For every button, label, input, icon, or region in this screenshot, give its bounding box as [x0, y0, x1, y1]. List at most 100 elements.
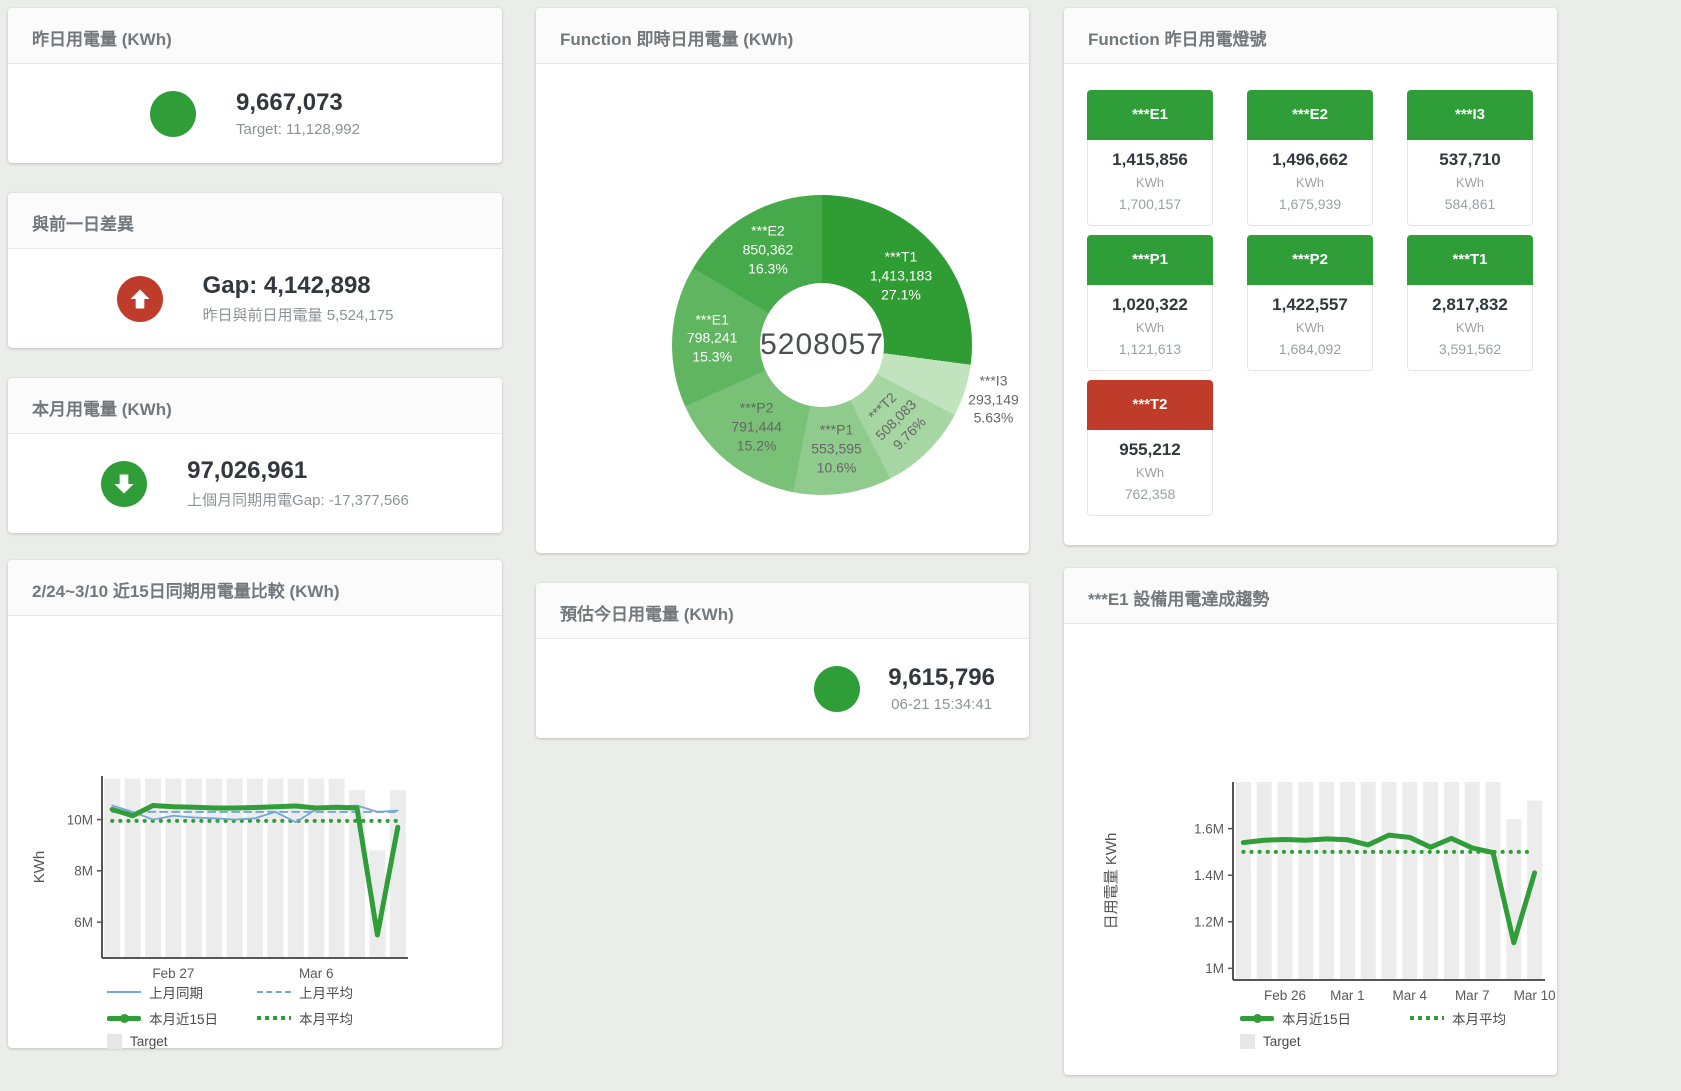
y-tick-label: 10M	[67, 812, 93, 827]
card-title: Function 昨日用電燈號	[1064, 8, 1557, 64]
donut-slice-label: ***I3 293,149 5.63%	[968, 372, 1019, 427]
legend-thick-green-icon	[107, 1013, 141, 1023]
x-tick-label: Feb 26	[1264, 988, 1306, 1003]
target-bar	[1235, 782, 1251, 980]
light-tile-unit: KWh	[1455, 175, 1485, 190]
stat-value: 9,667,073	[236, 89, 343, 117]
target-bar	[226, 778, 243, 958]
card-realtime-donut: Function 即時日用電量 (KWh) 5208057 ***T1 1,413…	[536, 8, 1029, 553]
legend-dot-green-icon	[1410, 1016, 1444, 1020]
down-arrow-icon	[101, 460, 148, 507]
light-tile-status: ***E1	[1087, 90, 1213, 140]
legend-label: 上月同期	[149, 986, 203, 1001]
donut-slice-label: ***P2 791,444 15.2%	[731, 399, 782, 454]
legend-label: Target	[130, 1034, 168, 1049]
light-tile-status: ***T2	[1087, 380, 1213, 430]
x-tick-label: Mar 10	[1514, 988, 1556, 1003]
stat-value: 9,615,796	[888, 664, 995, 692]
green-status-circle-icon	[814, 665, 861, 712]
legend-item[interactable]: 本月平均	[1410, 1008, 1506, 1028]
target-bar	[1360, 782, 1376, 980]
target-bar	[1527, 800, 1543, 980]
legend-item[interactable]: Target	[1240, 1034, 1301, 1049]
legend-line-blue-icon	[107, 991, 141, 993]
stat-subtitle: 06-21 15:34:41	[891, 695, 993, 713]
target-bar	[1256, 782, 1272, 980]
x-tick-label: Mar 7	[1455, 988, 1490, 1003]
light-tile-value: 955,212	[1119, 440, 1181, 459]
donut-slice-label: ***P1 553,595 10.6%	[811, 421, 862, 476]
legend-item[interactable]: Target	[107, 1034, 168, 1049]
target-bar	[1464, 782, 1480, 980]
light-tile: ***P2 1,422,557 KWh 1,684,092	[1247, 235, 1373, 371]
y-tick-label: 8M	[74, 864, 93, 879]
stat-value: Gap: 4,142,898	[202, 272, 371, 300]
light-tile-unit: KWh	[1135, 465, 1165, 480]
target-bar	[1339, 782, 1355, 980]
light-tile: ***E2 1,496,662 KWh 1,675,939	[1247, 90, 1373, 226]
light-tile: ***I3 537,710 KWh 584,861	[1407, 90, 1533, 226]
card-month-usage: 本月用電量 (KWh) 97,026,961 上個月同期用電Gap: -17,3…	[8, 378, 502, 533]
compare-chart-svg: 6M 8M 10M Feb 27 Mar 6 KWh	[31, 776, 408, 981]
card-title: Function 即時日用電量 (KWh)	[536, 8, 1029, 64]
card-title: 與前一日差異	[8, 193, 502, 249]
card-title: 預估今日用電量 (KWh)	[536, 583, 1029, 639]
legend-dot-green-icon	[257, 1016, 291, 1020]
light-tile-value: 1,422,557	[1272, 295, 1348, 314]
light-tile-status: ***P2	[1247, 235, 1373, 285]
y-axis-title: KWh	[31, 851, 48, 884]
light-tile-unit: KWh	[1135, 320, 1165, 335]
light-tile-target: 1,121,613	[1118, 341, 1182, 357]
donut-slice-label: ***E1 798,241 15.3%	[686, 311, 738, 365]
target-bar	[1298, 782, 1314, 980]
target-bar	[247, 778, 263, 958]
chart-legend: 本月近15日 本月平均 Target	[1240, 1008, 1506, 1055]
light-tile-value: 2,817,832	[1432, 295, 1508, 314]
legend-item[interactable]: 本月平均	[257, 1008, 353, 1028]
y-tick-label: 1.6M	[1194, 821, 1224, 836]
legend-item[interactable]: 本月近15日	[107, 1008, 257, 1028]
target-bar	[145, 778, 161, 958]
light-tile-body: 955,212 KWh 762,358	[1087, 430, 1213, 516]
target-bar	[206, 778, 223, 958]
x-tick-label: Feb 27	[152, 966, 194, 981]
legend-label: 上月平均	[299, 986, 353, 1001]
target-bar	[308, 778, 325, 958]
y-tick-label: 1.4M	[1194, 868, 1224, 883]
legend-label: 本月平均	[299, 1012, 353, 1027]
target-bar	[124, 778, 141, 958]
light-tile-value: 1,020,322	[1112, 295, 1188, 314]
y-tick-label: 1M	[1205, 961, 1224, 976]
target-bar	[1443, 782, 1459, 980]
stat-subtitle: 昨日與前日用電量 5,524,175	[202, 306, 394, 324]
legend-square-gray-icon	[107, 1034, 122, 1049]
legend-label: 本月近15日	[1282, 1012, 1352, 1027]
card-compare-chart: 2/24~3/10 近15日同期用電量比較 (KWh) 6M 8M 10M Feb 2…	[8, 560, 502, 1049]
card-estimate-today: 預估今日用電量 (KWh) 9,615,796 06-21 15:34:41	[536, 583, 1029, 738]
light-tile: ***T1 2,817,832 KWh 3,591,562	[1407, 235, 1533, 371]
light-tile-value: 1,496,662	[1272, 150, 1348, 169]
card-yesterday-usage: 昨日用電量 (KWh) 9,667,073 Target: 11,128,992	[8, 8, 502, 163]
card-title: 昨日用電量 (KWh)	[8, 8, 502, 64]
light-tile-target: 1,684,092	[1278, 341, 1342, 357]
stat-subtitle: 上個月同期用電Gap: -17,377,566	[187, 491, 409, 509]
legend-item[interactable]: 上月同期	[107, 982, 257, 1002]
target-bar	[1277, 782, 1293, 980]
target-bar	[1506, 819, 1522, 980]
y-tick-label: 1.2M	[1194, 914, 1224, 929]
target-bar	[267, 778, 284, 958]
legend-item[interactable]: 本月近15日	[1240, 1008, 1410, 1028]
card-usage-lights: Function 昨日用電燈號 ***E1 1,415,856 KWh 1,700,1…	[1064, 8, 1557, 545]
legend-label: 本月平均	[1452, 1012, 1506, 1027]
legend-item[interactable]: 上月平均	[257, 982, 353, 1002]
legend-label: Target	[1263, 1034, 1301, 1049]
light-tile-body: 1,020,322 KWh 1,121,613	[1087, 285, 1213, 371]
donut-hole	[760, 283, 884, 407]
legend-thick-green-icon	[1240, 1013, 1274, 1023]
series-line	[1240, 832, 1538, 946]
card-e1-trend: ***E1 設備用電達成趨勢 1M 1.2M 1.4M 1.6M Feb 26 Mar 1…	[1064, 568, 1557, 1075]
stat-value: 97,026,961	[187, 457, 308, 485]
light-tile: ***P1 1,020,322 KWh 1,121,613	[1087, 235, 1213, 371]
donut-slice-label: ***E2 850,362 16.3%	[742, 223, 794, 277]
legend-dash-blue-icon	[257, 991, 291, 993]
